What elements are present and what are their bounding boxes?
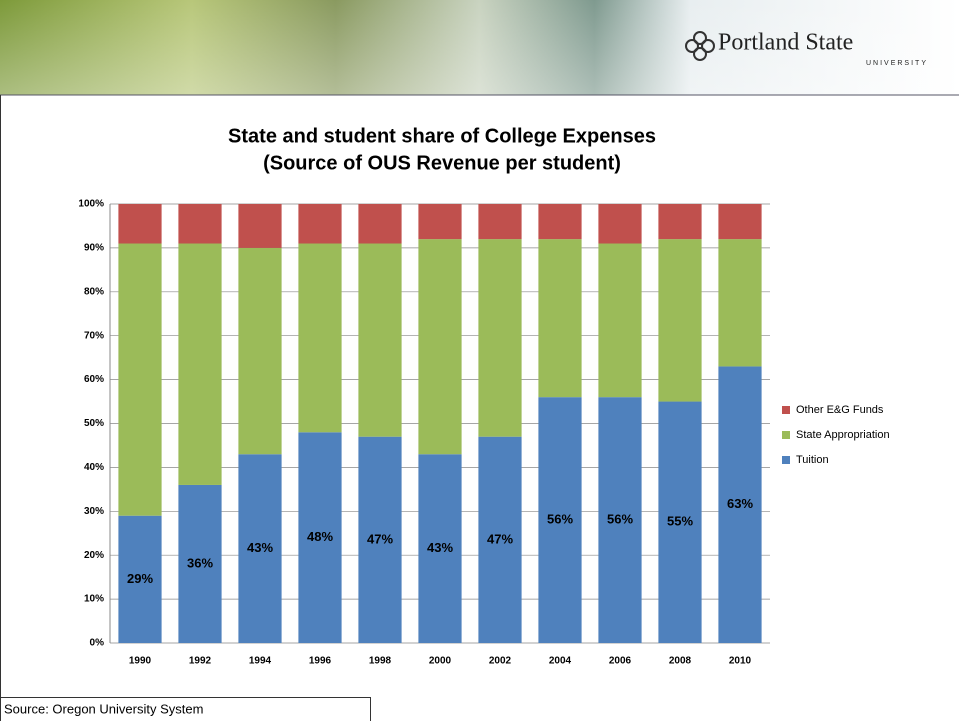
y-tick-label: 90%: [84, 243, 104, 254]
data-label: 43%: [247, 540, 273, 555]
bar-segment: [598, 204, 642, 244]
bar-segment: [658, 204, 702, 240]
data-label: 55%: [667, 514, 693, 529]
logo-icon: [685, 31, 715, 61]
bar-segment: [478, 204, 522, 240]
chart-subtitle: (Source of OUS Revenue per student): [263, 152, 621, 174]
x-tick-label: 1996: [309, 656, 332, 667]
y-tick-label: 70%: [84, 330, 104, 341]
bar-segment: [118, 204, 162, 244]
x-tick-label: 2010: [729, 656, 752, 667]
x-tick-label: 1990: [129, 656, 152, 667]
header-fade: [0, 0, 959, 95]
bar-segment: [718, 366, 762, 643]
bar-segment: [598, 243, 642, 398]
bar-segment: [538, 239, 582, 398]
bar-segment: [178, 484, 222, 643]
bar-segment: [658, 401, 702, 643]
data-label: 56%: [547, 512, 573, 527]
bar-segment: [718, 204, 762, 240]
bar-segment: [358, 204, 402, 244]
y-tick-label: 60%: [84, 374, 104, 385]
x-tick-label: 1992: [189, 656, 212, 667]
data-label: 29%: [127, 571, 153, 586]
legend-label: State Appropriation: [796, 429, 890, 441]
bar-segment: [178, 243, 222, 485]
y-tick-label: 40%: [84, 462, 104, 473]
y-tick-label: 20%: [84, 550, 104, 561]
bar-segment: [538, 397, 582, 643]
x-tick-label: 1994: [249, 656, 272, 667]
bar-segment: [118, 243, 162, 516]
y-tick-label: 30%: [84, 506, 104, 517]
bar-segment: [658, 239, 702, 402]
bar-segment: [238, 204, 282, 248]
data-label: 63%: [727, 496, 753, 511]
bar-segment: [418, 239, 462, 455]
x-tick-label: 2006: [609, 656, 632, 667]
x-tick-label: 2000: [429, 656, 452, 667]
x-tick-label: 2002: [489, 656, 512, 667]
bar-segment: [478, 436, 522, 643]
data-label: 43%: [427, 540, 453, 555]
bar-segment: [178, 204, 222, 244]
y-tick-label: 0%: [90, 638, 105, 649]
bar-segment: [358, 436, 402, 643]
source: Source: Oregon University System: [4, 701, 203, 716]
bar-segment: [598, 397, 642, 643]
y-tick-label: 50%: [84, 418, 104, 429]
legend-label: Other E&G Funds: [796, 404, 884, 416]
y-tick-label: 10%: [84, 594, 104, 605]
legend-swatch: [782, 406, 790, 414]
bar-segment: [298, 432, 342, 643]
bar-segment: [478, 239, 522, 437]
brand: Portland State: [718, 30, 853, 56]
data-label: 47%: [367, 531, 393, 546]
legend-swatch: [782, 456, 790, 464]
legend-swatch: [782, 431, 790, 439]
data-label: 48%: [307, 529, 333, 544]
x-tick-label: 2008: [669, 656, 692, 667]
bar-segment: [298, 243, 342, 433]
data-label: 47%: [487, 531, 513, 546]
chart-title: State and student share of College Expen…: [228, 125, 656, 147]
x-tick-label: 2004: [549, 656, 572, 667]
bar-segment: [238, 454, 282, 643]
bar-segment: [118, 515, 162, 643]
data-label: 36%: [187, 555, 213, 570]
y-tick-label: 100%: [78, 199, 104, 210]
brand-sub: UNIVERSITY: [866, 60, 928, 67]
data-label: 56%: [607, 512, 633, 527]
bar-segment: [298, 204, 342, 244]
x-tick-label: 1998: [369, 656, 392, 667]
y-tick-label: 80%: [84, 286, 104, 297]
bar-segment: [718, 239, 762, 367]
bar-segment: [358, 243, 402, 437]
bar-segment: [538, 204, 582, 240]
legend-label: Tuition: [796, 454, 829, 466]
bar-segment: [238, 247, 282, 455]
bar-segment: [418, 204, 462, 240]
bar-segment: [418, 454, 462, 643]
